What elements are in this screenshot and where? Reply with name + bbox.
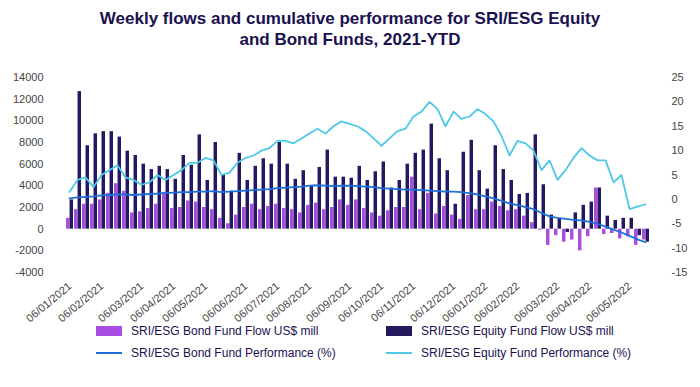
html-text:Weekly flows and cumulative pe: Weekly flows and cumulative performance … <box>99 9 601 49</box>
svg-text:-10: -10 <box>672 242 688 254</box>
svg-text:8000: 8000 <box>19 136 43 148</box>
html-text:SRI/ESG Equity Fund Performanc: SRI/ESG Equity Fund Performance (%) <box>421 346 632 360</box>
svg-text:06/05/2022: 06/05/2022 <box>584 280 634 322</box>
svg-text:2000: 2000 <box>19 201 43 213</box>
html-text:SRI/ESG Bond Fund Performance: SRI/ESG Bond Fund Performance (%) <box>131 346 336 360</box>
svg-text:25: 25 <box>672 71 684 83</box>
svg-text:15: 15 <box>672 120 684 132</box>
svg-text:-15: -15 <box>672 266 688 278</box>
svg-text:0: 0 <box>37 223 43 235</box>
svg-text:10000: 10000 <box>13 114 44 126</box>
svg-text:14000: 14000 <box>13 71 44 83</box>
svg-text:10: 10 <box>672 144 684 156</box>
html-text:SRI/ESG Equity Fund Flow US$ m: SRI/ESG Equity Fund Flow US$ mill <box>421 324 614 338</box>
svg-text:-4000: -4000 <box>15 266 43 278</box>
svg-text:6000: 6000 <box>19 158 43 170</box>
svg-text:-5: -5 <box>672 217 682 229</box>
svg-text:-2000: -2000 <box>15 244 43 256</box>
svg-text:4000: 4000 <box>19 179 43 191</box>
svg-text:12000: 12000 <box>13 93 44 105</box>
svg-text:5: 5 <box>672 169 678 181</box>
html-text:SRI/ESG Bond Fund Flow US$ mil: SRI/ESG Bond Fund Flow US$ mill <box>131 324 319 338</box>
svg-text:20: 20 <box>672 95 684 107</box>
svg-text:0: 0 <box>672 193 678 205</box>
